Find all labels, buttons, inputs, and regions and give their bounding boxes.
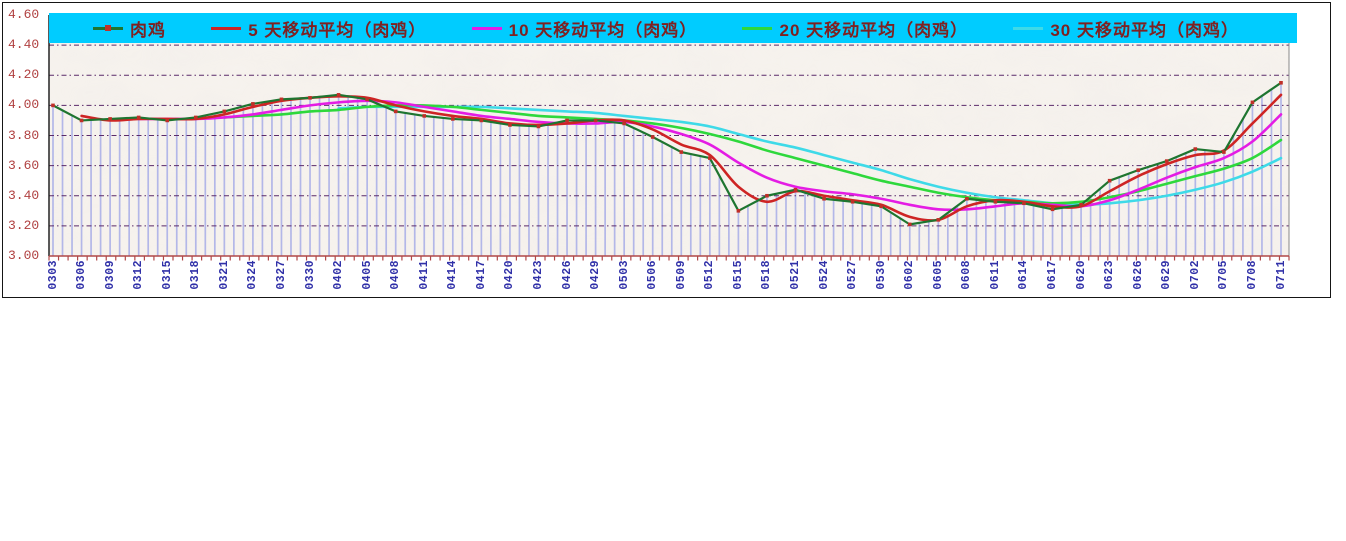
legend-item-label: 肉鸡 [130,20,166,40]
x-axis-tick-label: 0626 [1131,260,1145,290]
x-axis-tick-label: 0402 [332,260,346,290]
x-axis-tick-label: 0306 [75,260,89,290]
series-markers-main [51,80,1283,227]
x-axis-tick-label: 0330 [303,260,317,290]
y-axis-tick-label: 4.20 [8,67,40,83]
x-axis-tick-label: 0411 [417,260,431,290]
series-line-ma10 [137,99,1283,212]
x-axis-tick-label: 0611 [988,260,1002,290]
y-axis-tick-label: 3.00 [8,248,40,263]
y-axis-tick-label: 3.60 [8,157,40,173]
y-axis-tick-label: 4.40 [8,37,40,53]
x-axis-tick-label: 0614 [1017,260,1031,290]
x-axis-tick-label: 0426 [560,260,574,290]
legend-line-marker-icon [742,26,773,30]
x-axis-tick-label: 0629 [1160,260,1174,290]
x-axis-tick-label: 0512 [703,260,717,290]
y-axis-tick-label: 4.00 [8,97,40,113]
x-axis-tick-label: 0315 [160,260,174,290]
x-axis-tick-label: 0408 [389,260,403,290]
x-axis-tick-label: 0423 [531,260,545,290]
chart-frame: 4.60 4.40 4.20 4.00 3.80 3.60 3.40 3.20 3.00 030… [2,2,1331,298]
chart-legend: 肉鸡 5 天移动平均（肉鸡） 10 天移动平均（肉鸡） 20 天移动平均（肉鸡） 30 … [49,13,1297,43]
legend-line-marker-icon [211,26,242,30]
x-axis-tick-label: 0417 [474,260,488,290]
legend-line-marker-icon [93,24,123,31]
x-axis-tick-label: 0524 [817,260,831,290]
x-axis-tick-label: 0515 [731,260,745,290]
x-axis-tick-label: 0623 [1103,260,1117,290]
x-axis-tick-label: 0303 [46,260,60,290]
legend-item: 5 天移动平均（肉鸡） [211,16,426,41]
x-axis-tick-label: 0530 [874,260,888,290]
legend-item-label: 10 天移动平均（肉鸡） [508,20,698,40]
legend-item-label: 20 天移动平均（肉鸡） [779,20,969,40]
x-axis-tick-label: 0503 [617,260,631,290]
legend-item: 30 天移动平均（肉鸡） [1013,16,1239,41]
x-axis-tick-label: 0521 [789,260,802,290]
x-axis-tick-label: 0312 [132,260,146,290]
x-axis-tick-label: 0617 [1046,260,1060,290]
x-axis-tick-label: 0602 [903,260,917,290]
y-axis-tick-label: 3.80 [8,127,40,143]
x-axis-tick-label: 0324 [246,260,260,290]
legend-item: 20 天移动平均（肉鸡） [742,16,968,41]
legend-item: 10 天移动平均（肉鸡） [471,16,698,41]
plot-area [48,14,1290,261]
x-axis-tick-label: 0420 [503,260,517,290]
x-axis-tick-label: 0327 [274,260,288,290]
legend-item-label: 30 天移动平均（肉鸡） [1050,20,1239,40]
y-axis-tick-label: 4.60 [8,7,40,22]
x-axis-tick-label: 0527 [846,260,860,290]
x-axis-tick-label: 0708 [1245,260,1259,290]
x-axis-tick-label: 0318 [189,260,203,290]
series-line-main [52,81,1282,226]
x-axis-tick-label: 0509 [674,260,688,290]
x-axis-tick-label: 0711 [1274,260,1288,290]
legend-line-marker-icon [471,26,502,30]
legend-line-marker-icon [1013,26,1044,30]
x-axis-ticks [48,256,1290,261]
x-axis-tick-label: 0321 [217,260,231,290]
x-axis-tick-label: 0429 [589,260,603,290]
x-axis-tick-label: 0705 [1217,260,1231,290]
y-axis-tick-label: 3.20 [8,217,40,233]
x-axis-tick-label: 0608 [960,260,974,290]
x-axis-tick-label: 0620 [1074,260,1088,290]
x-axis-tick-label: 0702 [1188,260,1202,290]
x-axis-tick-label: 0506 [646,260,660,290]
x-axis-tick-label: 0405 [360,260,374,290]
y-axis-tick-label: 3.40 [8,187,40,203]
x-axis-tick-label: 0518 [760,260,774,290]
x-axis-tick-label: 0309 [103,260,117,290]
legend-item: 肉鸡 [93,16,166,41]
series-line-ma30 [337,105,1283,207]
x-axis-tick-label: 0414 [446,260,460,290]
x-axis-tick-label: 0605 [931,260,945,290]
legend-item-label: 5 天移动平均（肉鸡） [248,20,427,40]
